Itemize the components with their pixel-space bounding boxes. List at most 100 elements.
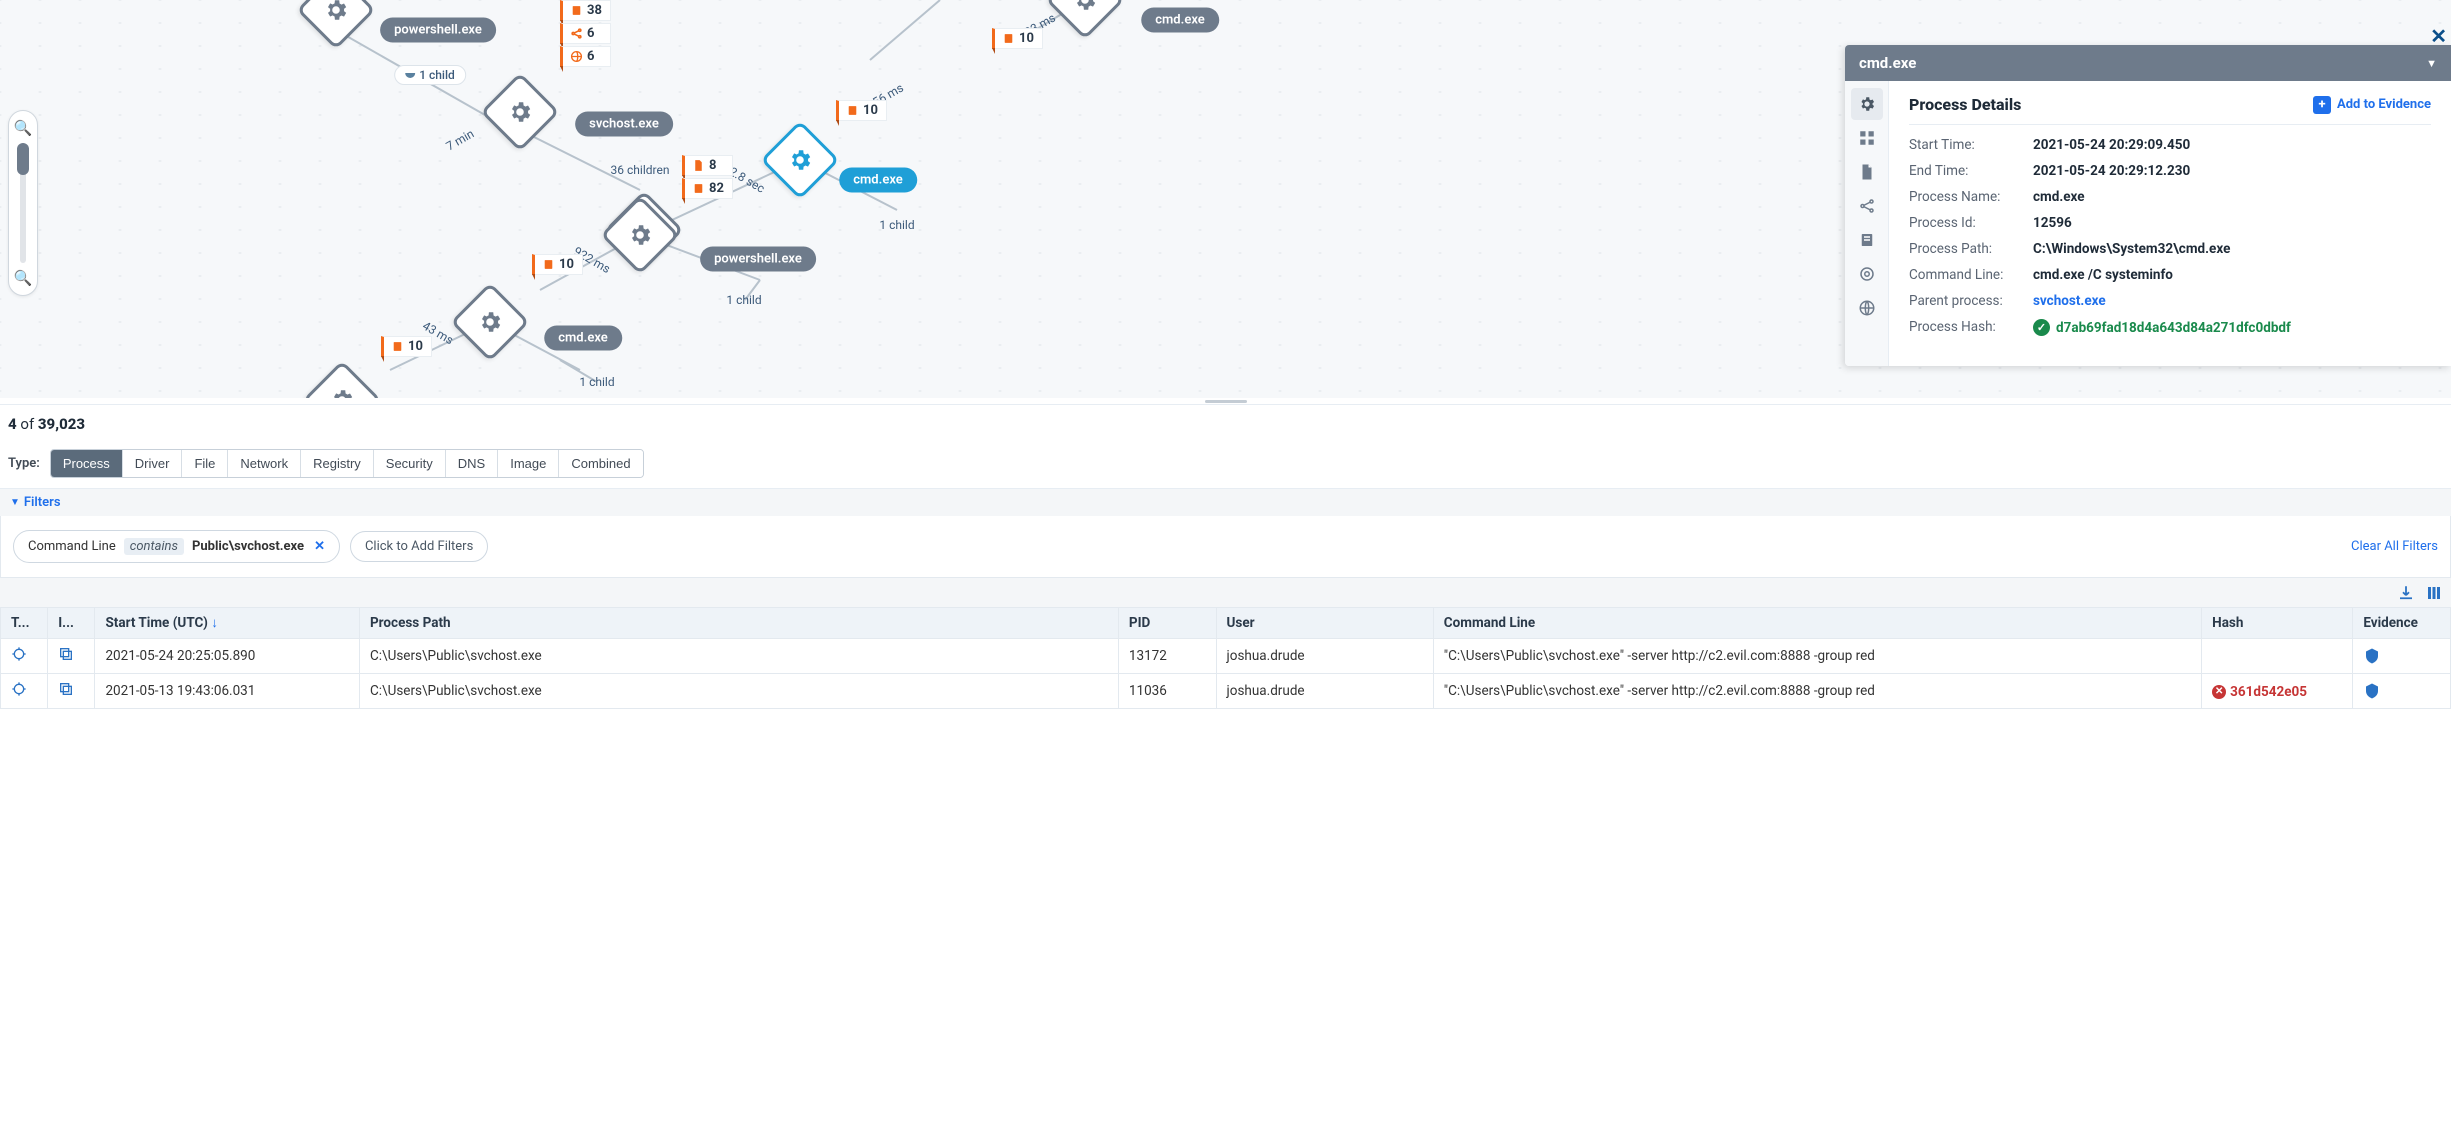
node-flag[interactable]: 82 — [682, 178, 733, 199]
detail-field-value[interactable]: svchost.exe — [2033, 293, 2431, 309]
chip-remove-icon[interactable]: ✕ — [314, 539, 325, 554]
gear-icon — [329, 387, 355, 398]
col-header-t[interactable]: T... — [1, 608, 48, 639]
detail-field-value: 2021-05-24 20:29:12.230 — [2033, 163, 2431, 179]
filter-chip[interactable]: Command Line contains Public\svchost.exe… — [13, 530, 340, 563]
type-option-combined[interactable]: Combined — [559, 450, 642, 477]
zoom-out-button[interactable]: 🔍 — [14, 269, 32, 287]
process-node[interactable] — [492, 84, 548, 140]
detail-tab-target[interactable] — [1851, 258, 1883, 290]
detail-field-key: Parent process: — [1909, 293, 2033, 309]
share-icon — [1858, 197, 1876, 215]
process-node-diamond[interactable] — [480, 72, 559, 151]
node-flag[interactable]: 10 — [381, 336, 432, 357]
detail-collapse-caret[interactable]: ▼ — [2426, 57, 2437, 70]
node-flag-stack: 10 — [992, 28, 1043, 49]
col-header-user[interactable]: User — [1216, 608, 1433, 639]
zoom-in-button[interactable]: 🔍 — [14, 119, 32, 137]
detail-tab-globe[interactable] — [1851, 292, 1883, 324]
type-option-registry[interactable]: Registry — [301, 450, 374, 477]
download-icon[interactable] — [2397, 584, 2415, 602]
process-node-label[interactable]: cmd.exe — [1141, 8, 1219, 33]
node-flag-stack: 10 — [381, 336, 432, 357]
node-flag[interactable]: 10 — [836, 100, 887, 121]
flag-value: 10 — [1019, 31, 1034, 46]
process-node-diamond[interactable] — [450, 282, 529, 361]
col-header-start[interactable]: Start Time (UTC) — [95, 608, 360, 639]
cell-user: joshua.drude — [1216, 639, 1433, 674]
detail-tab-share[interactable] — [1851, 190, 1883, 222]
process-node-diamond[interactable] — [1045, 0, 1124, 40]
table-row[interactable]: 2021-05-13 19:43:06.031C:\Users\Public\s… — [1, 674, 2451, 709]
process-node-diamond[interactable] — [760, 120, 839, 199]
process-node-label[interactable]: svchost.exe — [575, 112, 673, 137]
evidence-icon[interactable] — [2363, 682, 2440, 700]
add-filter-button[interactable]: Click to Add Filters — [350, 531, 488, 562]
node-flag[interactable]: 10 — [532, 254, 583, 275]
type-option-security[interactable]: Security — [374, 450, 446, 477]
process-node[interactable] — [772, 132, 828, 188]
process-node-diamond[interactable] — [302, 360, 381, 398]
detail-field-value: ✓d7ab69fad18d4a643d84a271dfc0dbdf — [2033, 319, 2431, 336]
node-flag[interactable]: 38 — [560, 0, 611, 21]
type-option-process[interactable]: Process — [51, 450, 123, 477]
clear-all-filters[interactable]: Clear All Filters — [2351, 539, 2438, 554]
cell-hash — [2202, 639, 2353, 674]
detail-tab-gear[interactable] — [1851, 88, 1883, 120]
type-option-dns[interactable]: DNS — [446, 450, 498, 477]
col-header-ev[interactable]: Evidence — [2353, 608, 2451, 639]
process-node[interactable] — [1057, 0, 1113, 28]
count-of: of — [20, 415, 34, 433]
type-option-driver[interactable]: Driver — [123, 450, 183, 477]
stack-icon[interactable] — [58, 646, 74, 662]
col-header-pid[interactable]: PID — [1118, 608, 1216, 639]
cell-start: 2021-05-24 20:25:05.890 — [95, 639, 360, 674]
process-node-label[interactable]: cmd.exe — [544, 326, 622, 351]
zoom-slider-handle[interactable] — [17, 143, 29, 175]
cell-start: 2021-05-13 19:43:06.031 — [95, 674, 360, 709]
target-icon[interactable] — [11, 646, 27, 662]
process-node-label[interactable]: cmd.exe — [839, 168, 917, 193]
stack-icon[interactable] — [58, 681, 74, 697]
node-flag[interactable]: 8 — [682, 155, 733, 176]
type-option-image[interactable]: Image — [498, 450, 559, 477]
gear-icon — [477, 309, 503, 335]
node-flag[interactable]: 6 — [560, 23, 611, 44]
columns-icon[interactable] — [2425, 584, 2443, 602]
col-header-cmd[interactable]: Command Line — [1433, 608, 2201, 639]
evidence-icon[interactable] — [2363, 647, 2440, 665]
detail-field-value: 12596 — [2033, 215, 2431, 231]
col-header-hash[interactable]: Hash — [2202, 608, 2353, 639]
process-node-diamond[interactable] — [600, 195, 679, 274]
process-graph-canvas[interactable]: ✕ 7 min36 children2.8 sec1 child922 ms1 … — [0, 0, 2451, 398]
add-to-evidence-button[interactable]: + Add to Evidence — [2313, 96, 2431, 114]
node-flag[interactable]: 6 — [560, 46, 611, 67]
node-flag[interactable]: 10 — [992, 28, 1043, 49]
type-option-network[interactable]: Network — [228, 450, 301, 477]
col-header-path[interactable]: Process Path — [359, 608, 1118, 639]
count-shown: 4 — [8, 415, 17, 433]
flag-value: 82 — [709, 181, 724, 196]
col-header-i[interactable]: I... — [48, 608, 95, 639]
process-node[interactable] — [612, 207, 668, 263]
process-node-diamond[interactable] — [296, 0, 375, 50]
detail-panel-header[interactable]: cmd.exe ▼ — [1845, 45, 2451, 81]
dll-icon — [541, 258, 555, 271]
process-node[interactable] — [314, 372, 370, 398]
process-node-label[interactable]: powershell.exe — [700, 247, 816, 272]
type-option-file[interactable]: File — [182, 450, 228, 477]
table-row[interactable]: 2021-05-24 20:25:05.890C:\Users\Public\s… — [1, 639, 2451, 674]
process-node[interactable] — [462, 294, 518, 350]
detail-tab-grid[interactable] — [1851, 122, 1883, 154]
process-node-label[interactable]: powershell.exe — [380, 18, 496, 43]
node-flag-stack: 3866 — [560, 0, 611, 67]
detail-tab-dll[interactable] — [1851, 224, 1883, 256]
filters-toggle[interactable]: ▼ Filters — [0, 489, 2451, 516]
gear-icon — [507, 99, 533, 125]
zoom-slider[interactable] — [20, 143, 26, 263]
target-icon — [1858, 265, 1876, 283]
target-icon[interactable] — [11, 681, 27, 697]
detail-tab-file[interactable] — [1851, 156, 1883, 188]
edge-label: 7 min — [444, 126, 477, 153]
process-node[interactable] — [308, 0, 364, 38]
